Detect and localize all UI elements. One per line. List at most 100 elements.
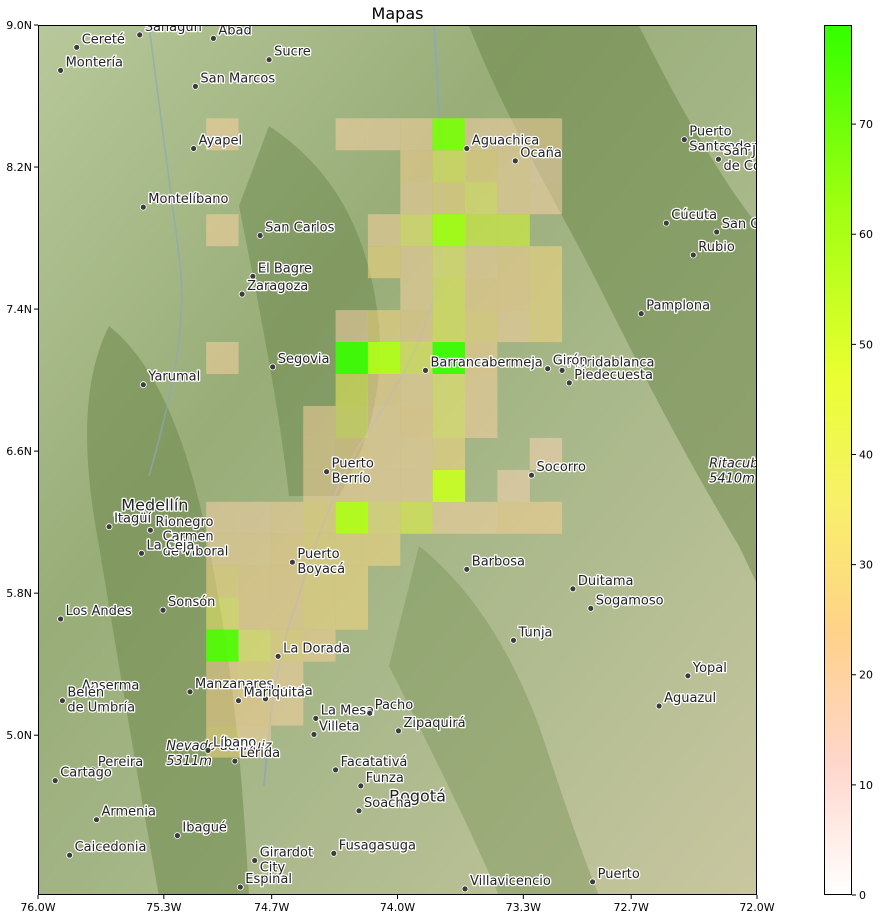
grid-cell <box>432 118 466 151</box>
grid-cell <box>432 437 466 470</box>
grid-cell <box>497 182 530 215</box>
grid-cell <box>432 501 466 534</box>
grid-cell <box>238 565 271 598</box>
grid-cell <box>303 501 336 534</box>
grid-cell <box>497 118 530 151</box>
grid-cell <box>270 661 304 694</box>
place-label: Girardot City <box>260 846 313 876</box>
grid-cell <box>465 246 498 279</box>
place-label: San Marcos <box>200 71 275 86</box>
grid-cell <box>400 246 433 279</box>
place-label: Facatativá <box>341 755 408 770</box>
grid-cell <box>465 406 498 438</box>
place-marker <box>569 585 577 593</box>
y-axis-ticks: 9.0N 8.2N 7.4N 6.6N 5.8N 5.0N <box>6 19 38 742</box>
grid-cell <box>206 214 239 247</box>
x-tick-label: 75.3W <box>146 901 181 914</box>
place-label: Aguazul <box>664 691 716 706</box>
place-label: Duitama <box>578 574 634 589</box>
colorbar-tick-label: 30 <box>859 559 873 572</box>
y-tick-label: 7.4N <box>6 303 32 316</box>
place-marker <box>262 695 269 703</box>
place-label: Mariquita <box>244 686 305 701</box>
grid-cell <box>400 501 433 534</box>
grid-cell <box>270 565 304 598</box>
place-label: Funza <box>366 771 404 786</box>
place-label: Barrancabermeja <box>431 355 543 370</box>
grid-cell <box>206 629 239 662</box>
place-marker <box>57 615 65 623</box>
grid-cell <box>432 342 466 374</box>
grid-cell <box>335 406 368 438</box>
grid-cell <box>432 469 466 502</box>
grid-cell <box>367 118 401 151</box>
place-marker <box>51 777 59 784</box>
place-marker <box>57 67 65 74</box>
grid-cell <box>400 214 433 247</box>
place-label: Villavicencio <box>470 874 551 889</box>
place-label: Pereira <box>98 755 143 770</box>
place-label: Segovia <box>278 352 330 367</box>
place-label: Anserma <box>82 679 140 694</box>
place-marker <box>138 549 145 557</box>
grid-cell <box>465 342 498 374</box>
place-marker <box>265 56 273 64</box>
place-marker <box>355 807 363 815</box>
place-marker <box>689 251 697 259</box>
map-plot-area[interactable]: Cereté Sahagún Abad Montería Sucre San Marcos… <box>38 25 757 895</box>
place-label: Cereté <box>82 32 125 47</box>
place-marker <box>89 766 97 774</box>
place-label: Ibagué <box>182 821 227 836</box>
grid-cell <box>367 406 401 438</box>
grid-cell <box>497 214 530 247</box>
grid-cell <box>303 565 336 598</box>
place-marker <box>587 605 595 612</box>
place-marker <box>173 832 181 839</box>
place-label: Socorro <box>537 460 586 475</box>
grid-cell <box>400 406 433 438</box>
grid-cell <box>497 150 530 183</box>
grid-cell <box>367 469 401 502</box>
place-label: Barbosa <box>472 554 525 569</box>
place-label: Sucre <box>274 45 311 60</box>
grid-cell <box>303 597 336 630</box>
place-marker <box>191 83 199 90</box>
x-tick-label: 72.7W <box>613 901 648 914</box>
place-label: Montería <box>66 55 123 70</box>
place-marker <box>269 363 277 371</box>
grid-cell <box>367 214 401 247</box>
y-tick-label: 5.8N <box>6 587 32 600</box>
place-marker <box>73 43 81 51</box>
place-marker <box>558 366 566 374</box>
eastern-cordillera-south <box>389 546 599 894</box>
x-tick-label: 72.0W <box>739 901 774 914</box>
place-marker <box>510 636 517 644</box>
place-label: Cartago <box>60 766 112 781</box>
place-marker <box>332 766 340 774</box>
grid-cell <box>465 501 498 534</box>
place-marker <box>190 145 198 152</box>
grid-cell <box>238 629 271 662</box>
place-label: Sahagún <box>145 26 202 35</box>
grid-cell <box>270 533 304 566</box>
y-tick-label: 8.2N <box>6 161 32 174</box>
grid-cell <box>400 182 433 215</box>
grid-cell <box>206 533 239 566</box>
place-marker <box>58 697 66 705</box>
grid-cell <box>400 278 433 311</box>
place-label: Honda <box>271 684 313 699</box>
grid-cell <box>400 118 433 151</box>
place-label: Soacha <box>364 796 412 811</box>
place-label: El Bagre <box>258 261 312 276</box>
grid-cell <box>367 501 401 534</box>
place-label: Puerto Boyacá <box>297 547 345 577</box>
place-label: Líbano <box>213 735 256 750</box>
place-marker <box>249 272 257 280</box>
grid-cell <box>206 693 239 726</box>
place-marker <box>112 510 120 518</box>
place-label: Nevado del Ruiz 5311m <box>166 739 273 769</box>
place-marker <box>330 850 338 857</box>
colorbar-ticks: 0 10 20 30 40 50 60 70 <box>852 118 873 902</box>
grid-cell <box>206 725 239 758</box>
place-label: Ocaña <box>520 146 562 161</box>
